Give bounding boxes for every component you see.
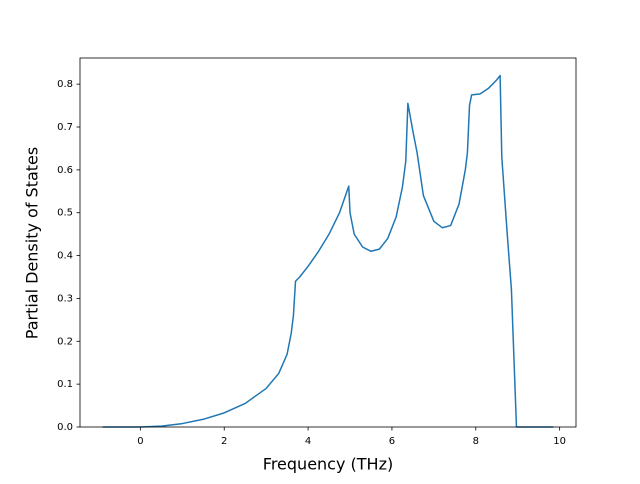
y-tick-label: 0.2 bbox=[57, 336, 73, 347]
y-tick-label: 0.1 bbox=[57, 379, 73, 390]
y-tick-label: 0.3 bbox=[57, 293, 73, 304]
x-tick-label: 0 bbox=[137, 436, 143, 447]
x-axis-label: Frequency (THz) bbox=[263, 455, 393, 474]
x-tick-label: 2 bbox=[221, 436, 227, 447]
y-tick-label: 0.7 bbox=[57, 122, 73, 133]
y-tick-label: 0.4 bbox=[57, 251, 73, 262]
x-tick-label: 8 bbox=[473, 436, 479, 447]
data-line bbox=[102, 74, 554, 428]
x-tick-label: 6 bbox=[389, 436, 395, 447]
y-tick-label: 0.5 bbox=[57, 208, 73, 219]
y-tick-label: 0.8 bbox=[57, 79, 73, 90]
x-tick-label: 4 bbox=[305, 436, 311, 447]
y-axis-label: Partial Density of States bbox=[23, 147, 42, 339]
plot-frame bbox=[79, 57, 577, 428]
y-tick-label: 0.0 bbox=[57, 422, 73, 433]
x-tick-label: 10 bbox=[553, 436, 566, 447]
y-tick-label: 0.6 bbox=[57, 165, 73, 176]
